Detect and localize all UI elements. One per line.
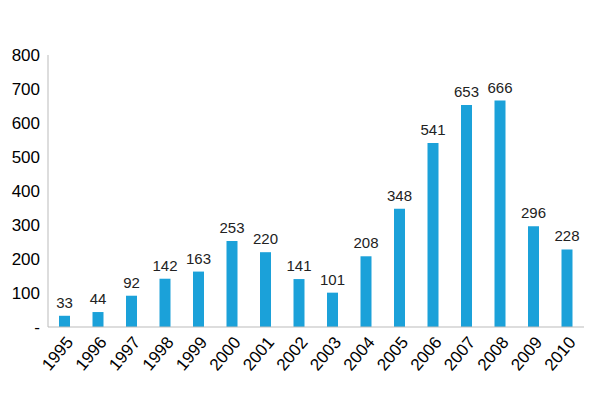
svg-text:208: 208	[353, 234, 378, 251]
svg-text:300: 300	[12, 216, 40, 235]
svg-text:700: 700	[12, 80, 40, 99]
svg-text:2007: 2007	[440, 333, 479, 374]
svg-text:253: 253	[219, 219, 244, 236]
svg-text:2003: 2003	[306, 333, 345, 374]
svg-text:2006: 2006	[407, 333, 446, 374]
svg-text:141: 141	[286, 257, 311, 274]
svg-text:2004: 2004	[340, 333, 379, 374]
svg-text:44: 44	[90, 290, 107, 307]
svg-text:2001: 2001	[239, 333, 278, 374]
svg-text:2002: 2002	[273, 333, 312, 374]
svg-text:1998: 1998	[139, 333, 178, 374]
svg-text:2000: 2000	[206, 333, 245, 374]
svg-text:220: 220	[253, 230, 278, 247]
svg-text:666: 666	[487, 79, 512, 96]
svg-text:33: 33	[56, 294, 73, 311]
svg-text:142: 142	[152, 257, 177, 274]
svg-text:92: 92	[123, 274, 140, 291]
svg-text:200: 200	[12, 250, 40, 269]
svg-text:500: 500	[12, 148, 40, 167]
svg-text:-: -	[34, 318, 40, 337]
svg-text:100: 100	[12, 284, 40, 303]
svg-text:163: 163	[186, 250, 211, 267]
svg-text:653: 653	[454, 83, 479, 100]
svg-text:1999: 1999	[172, 333, 211, 374]
svg-text:600: 600	[12, 114, 40, 133]
svg-text:1997: 1997	[105, 333, 144, 374]
svg-text:348: 348	[387, 187, 412, 204]
svg-text:2010: 2010	[541, 333, 580, 374]
svg-text:2005: 2005	[373, 333, 412, 374]
svg-text:228: 228	[554, 227, 579, 244]
svg-text:2008: 2008	[474, 333, 513, 374]
svg-text:400: 400	[12, 182, 40, 201]
svg-text:2009: 2009	[507, 333, 546, 374]
svg-text:541: 541	[420, 121, 445, 138]
svg-text:800: 800	[12, 46, 40, 65]
svg-text:296: 296	[521, 204, 546, 221]
svg-text:1996: 1996	[72, 333, 111, 374]
svg-text:101: 101	[320, 271, 345, 288]
svg-text:1995: 1995	[38, 333, 77, 374]
